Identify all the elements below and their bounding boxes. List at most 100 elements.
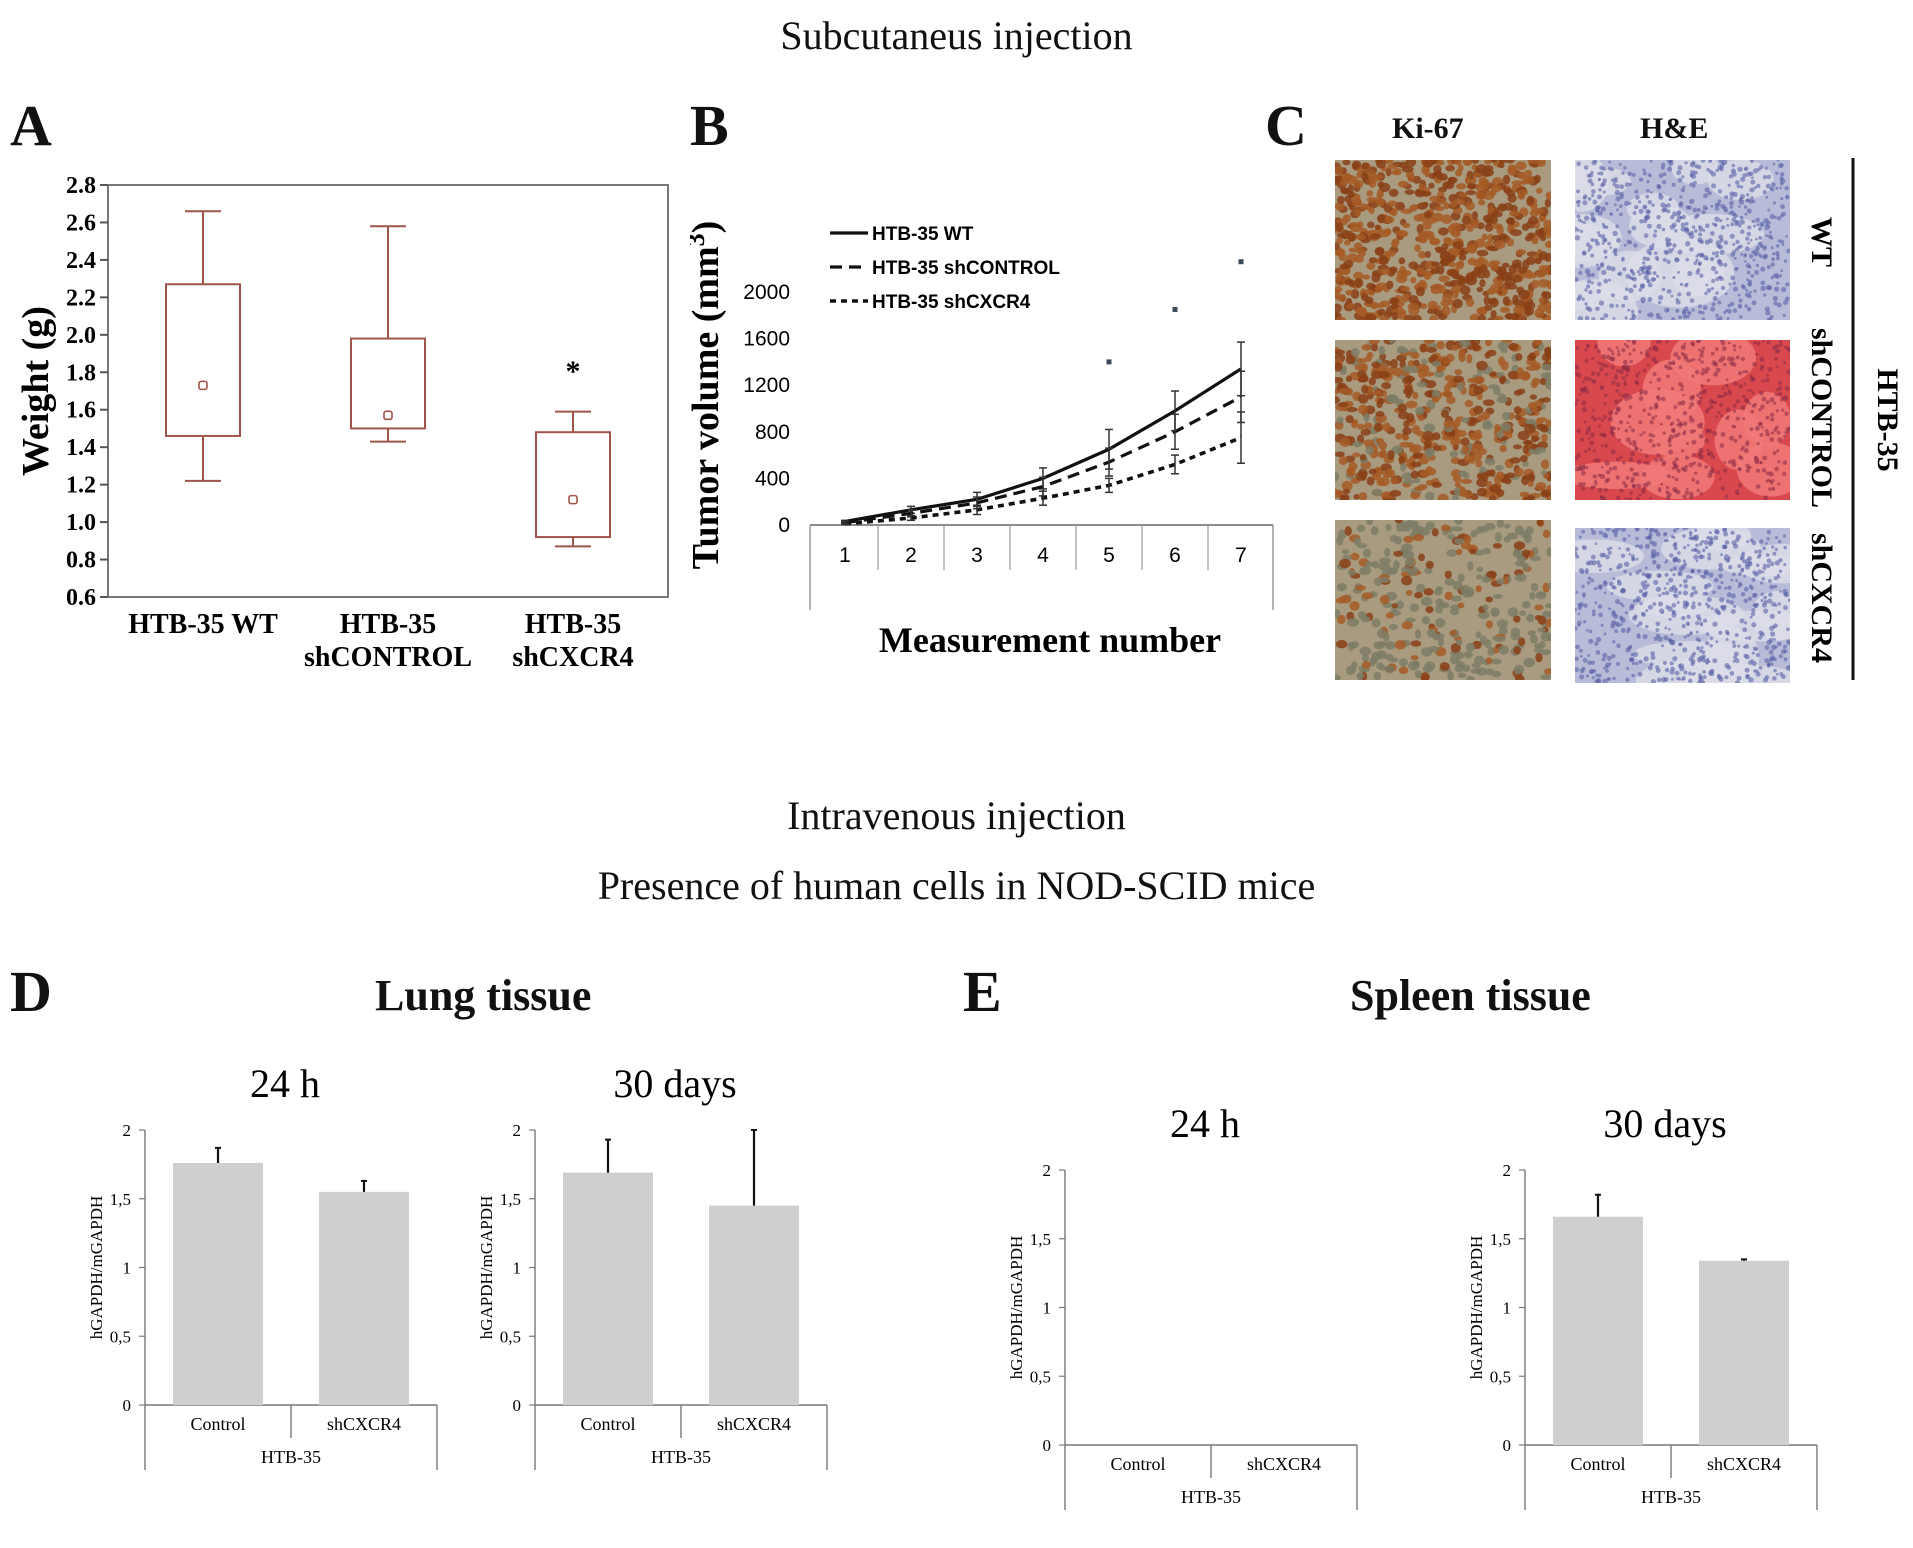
cell-nucleus	[1664, 364, 1669, 369]
chart-b-linechart: Tumor volume (mm3) Measurement number 04…	[690, 221, 1274, 660]
cell-nucleus	[1352, 162, 1360, 171]
cell-nucleus	[1713, 535, 1719, 541]
cell-nucleus	[1682, 647, 1688, 653]
cell-nucleus	[1527, 216, 1539, 225]
cell-nucleus	[1657, 566, 1660, 570]
cell-nucleus	[1620, 553, 1626, 558]
cell-nucleus	[1704, 641, 1710, 646]
cell-nucleus	[1631, 340, 1637, 344]
cell-nucleus	[1625, 373, 1629, 377]
cell-nucleus	[1695, 258, 1699, 262]
cell-nucleus	[1638, 589, 1643, 594]
cell-nucleus	[1587, 437, 1591, 440]
cell-nucleus	[1488, 260, 1501, 266]
cell-nucleus	[1715, 168, 1719, 173]
cell-nucleus	[1584, 315, 1590, 320]
cell-nucleus	[1642, 430, 1646, 435]
cell-nucleus	[1438, 275, 1450, 283]
cell-nucleus	[1471, 432, 1483, 440]
cell-nucleus	[1482, 214, 1493, 223]
cell-nucleus	[1764, 645, 1770, 650]
cell-nucleus	[1415, 189, 1423, 196]
cell-nucleus	[1475, 585, 1482, 593]
cell-nucleus	[1587, 197, 1592, 201]
cell-nucleus	[1451, 344, 1459, 351]
cell-nucleus	[1465, 275, 1478, 286]
cell-nucleus	[1645, 256, 1651, 262]
cell-nucleus	[1786, 639, 1790, 645]
cell-nucleus	[1631, 313, 1635, 317]
cell-nucleus	[1774, 356, 1778, 361]
he-shcxcr4-image	[1575, 528, 1790, 683]
cell-nucleus	[1734, 222, 1739, 226]
cell-nucleus	[1429, 237, 1440, 245]
cell-nucleus	[1749, 427, 1754, 432]
cell-nucleus	[1743, 253, 1747, 258]
cell-nucleus	[1636, 633, 1641, 637]
cell-nucleus	[1457, 672, 1467, 678]
cell-nucleus	[1746, 208, 1752, 214]
cell-nucleus	[1738, 371, 1743, 376]
cell-nucleus	[1438, 227, 1449, 236]
cell-nucleus	[1624, 396, 1629, 402]
cell-nucleus	[1684, 464, 1688, 469]
cell-nucleus	[1430, 261, 1441, 267]
cell-nucleus	[1541, 353, 1551, 362]
cell-nucleus	[1755, 352, 1759, 357]
cell-nucleus	[1723, 240, 1729, 245]
cell-nucleus	[1766, 639, 1772, 645]
cell-nucleus	[1358, 492, 1368, 500]
cell-nucleus	[1650, 191, 1653, 194]
cell-nucleus	[1676, 423, 1680, 427]
cell-nucleus	[1534, 446, 1547, 453]
cell-nucleus	[1765, 310, 1771, 316]
cell-nucleus	[1752, 258, 1756, 262]
cell-nucleus	[1778, 654, 1783, 659]
cell-nucleus	[1688, 415, 1693, 419]
cell-nucleus	[1416, 267, 1425, 274]
cell-nucleus	[1514, 573, 1527, 582]
cell-nucleus	[1455, 639, 1463, 646]
cell-nucleus	[1347, 232, 1357, 242]
cell-nucleus	[1639, 448, 1643, 452]
cell-nucleus	[1647, 604, 1653, 610]
cell-nucleus	[1757, 252, 1762, 257]
cell-nucleus	[1613, 252, 1618, 257]
cell-nucleus	[1732, 286, 1738, 292]
cell-nucleus	[1760, 285, 1766, 291]
cell-nucleus	[1677, 401, 1682, 406]
cell-nucleus	[1716, 470, 1720, 475]
cell-nucleus	[1692, 461, 1696, 465]
cell-nucleus	[1680, 222, 1686, 228]
cell-nucleus	[1693, 261, 1698, 266]
cell-nucleus	[1533, 340, 1543, 346]
cell-nucleus	[1761, 396, 1767, 402]
cell-nucleus	[1772, 273, 1777, 279]
cell-nucleus	[1413, 359, 1420, 367]
cell-nucleus	[1615, 496, 1621, 500]
cell-nucleus	[1465, 190, 1477, 196]
cell-nucleus	[1542, 265, 1550, 274]
cell-nucleus	[1668, 577, 1674, 583]
cell-nucleus	[1450, 595, 1463, 602]
cell-nucleus	[1632, 442, 1637, 447]
cell-nucleus	[1699, 353, 1704, 358]
cell-nucleus	[1670, 632, 1674, 636]
cell-nucleus	[1535, 481, 1547, 491]
cell-nucleus	[1376, 662, 1384, 670]
cell-nucleus	[1603, 487, 1608, 493]
cell-nucleus	[1585, 674, 1590, 678]
cell-nucleus	[1745, 288, 1749, 292]
cell-nucleus	[1672, 566, 1678, 571]
cell-nucleus	[1575, 466, 1580, 472]
cell-nucleus	[1591, 676, 1595, 680]
cell-nucleus	[1599, 171, 1604, 176]
chart-a-boxplot: Weight (g) 0.60.81.01.21.41.61.82.02.22.…	[15, 173, 669, 670]
cell-nucleus	[1674, 670, 1680, 676]
cell-nucleus	[1335, 639, 1348, 649]
cell-nucleus	[1597, 281, 1602, 287]
cell-nucleus	[1697, 348, 1701, 352]
cell-nucleus	[1761, 340, 1765, 343]
cell-nucleus	[1442, 181, 1451, 189]
cell-nucleus	[1410, 461, 1422, 468]
